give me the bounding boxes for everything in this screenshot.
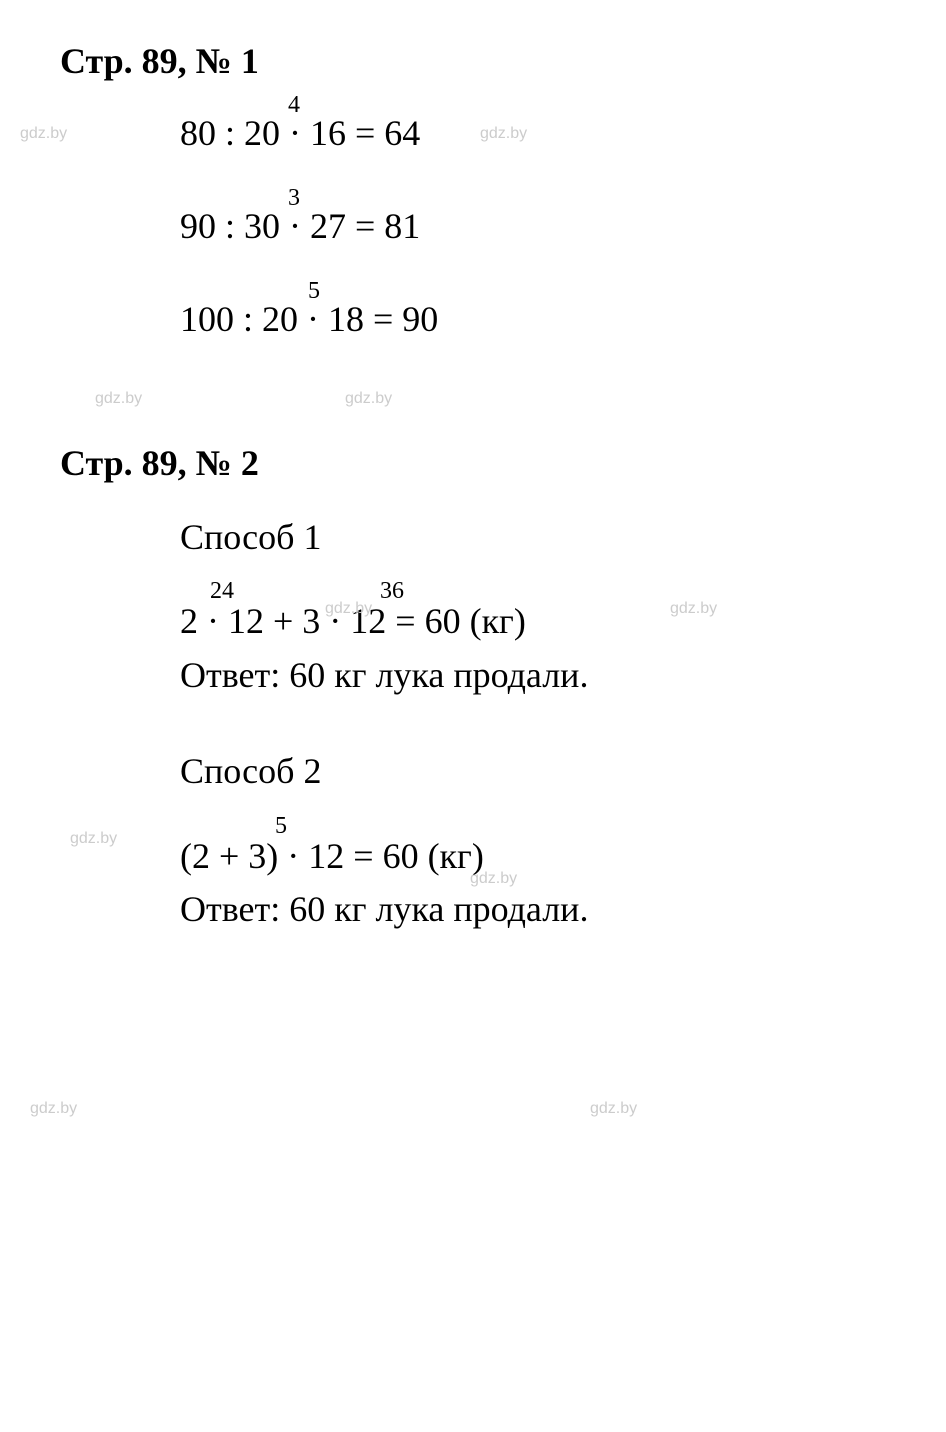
method-1-equation: 2 · 12 + 3 · 12 = 60 (кг) <box>180 600 886 643</box>
method-2-answer: Ответ: 60 кг лука продали. <box>180 886 886 933</box>
method-1-label: Способ 1 <box>180 514 886 561</box>
method-1-equation-block: 24 36 2 · 12 + 3 · 12 = 60 (кг) <box>180 600 886 643</box>
equation-block-2: 3 90 : 30 · 27 = 81 <box>180 205 886 248</box>
section-1: Стр. 89, № 1 4 80 : 20 · 16 = 64 3 90 : … <box>60 40 886 342</box>
watermark: gdz.by <box>30 1100 77 1118</box>
method-2-label: Способ 2 <box>180 748 886 795</box>
section-2-heading: Стр. 89, № 2 <box>60 442 886 484</box>
equation-block-3: 5 100 : 20 · 18 = 90 <box>180 298 886 341</box>
method-2-equation: (2 + 3) · 12 = 60 (кг) <box>180 835 886 878</box>
method-1-answer: Ответ: 60 кг лука продали. <box>180 652 886 699</box>
equation-block-1: 4 80 : 20 · 16 = 64 <box>180 112 886 155</box>
equation-3: 100 : 20 · 18 = 90 <box>180 298 886 341</box>
section-2: Стр. 89, № 2 Способ 1 24 36 2 · 12 + 3 ·… <box>60 442 886 934</box>
watermark: gdz.by <box>345 390 392 408</box>
section-1-heading: Стр. 89, № 1 <box>60 40 886 82</box>
watermark: gdz.by <box>95 390 142 408</box>
watermark: gdz.by <box>590 1100 637 1118</box>
equation-2: 90 : 30 · 27 = 81 <box>180 205 886 248</box>
method-2-equation-block: 5 (2 + 3) · 12 = 60 (кг) <box>180 835 886 878</box>
equation-1: 80 : 20 · 16 = 64 <box>180 112 886 155</box>
